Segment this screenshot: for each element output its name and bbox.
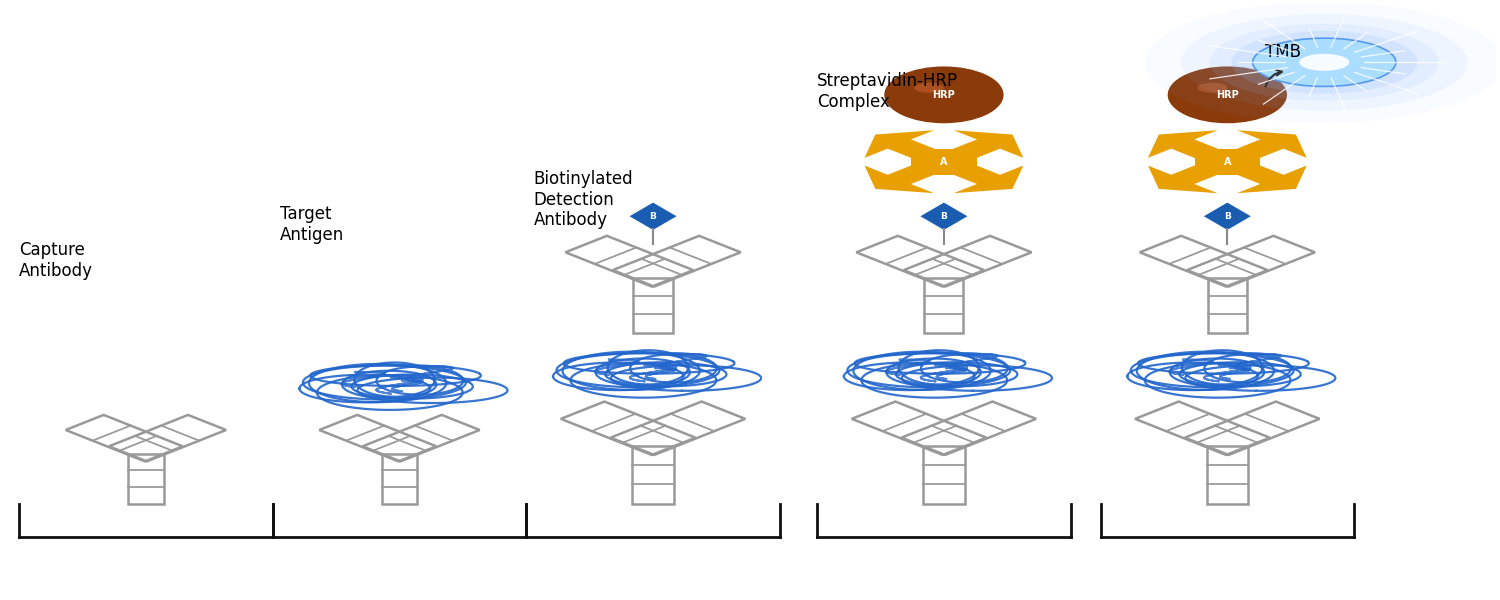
Bar bbox=[1206, 446, 1248, 504]
Ellipse shape bbox=[1167, 67, 1287, 123]
Polygon shape bbox=[885, 138, 956, 166]
Text: Biotinylated
Detection
Antibody: Biotinylated Detection Antibody bbox=[534, 170, 633, 229]
Ellipse shape bbox=[1209, 23, 1438, 101]
Polygon shape bbox=[933, 138, 1004, 166]
Bar bbox=[381, 454, 417, 504]
Ellipse shape bbox=[1180, 14, 1467, 110]
Text: B: B bbox=[650, 212, 657, 221]
Polygon shape bbox=[1203, 202, 1252, 230]
Polygon shape bbox=[954, 130, 1023, 158]
Polygon shape bbox=[864, 166, 934, 193]
Bar bbox=[633, 278, 672, 333]
Polygon shape bbox=[864, 130, 934, 158]
Polygon shape bbox=[1148, 166, 1218, 193]
Text: Streptavidin-HRP
Complex: Streptavidin-HRP Complex bbox=[818, 72, 959, 111]
Bar bbox=[924, 278, 963, 333]
Bar bbox=[924, 446, 964, 504]
Ellipse shape bbox=[1299, 54, 1350, 71]
Ellipse shape bbox=[884, 67, 1004, 123]
Polygon shape bbox=[920, 202, 969, 230]
Polygon shape bbox=[628, 202, 678, 230]
Ellipse shape bbox=[1197, 83, 1227, 93]
Ellipse shape bbox=[1252, 38, 1396, 86]
Text: A: A bbox=[940, 157, 948, 167]
Ellipse shape bbox=[1232, 31, 1418, 94]
Text: HRP: HRP bbox=[933, 90, 956, 100]
Text: B: B bbox=[940, 212, 948, 221]
Ellipse shape bbox=[1146, 2, 1500, 122]
Polygon shape bbox=[933, 157, 1004, 185]
Polygon shape bbox=[954, 166, 1023, 193]
Polygon shape bbox=[1167, 157, 1239, 185]
Text: Capture
Antibody: Capture Antibody bbox=[20, 241, 93, 280]
Ellipse shape bbox=[1185, 75, 1269, 115]
Text: A: A bbox=[1224, 157, 1232, 167]
Polygon shape bbox=[1215, 157, 1287, 185]
FancyBboxPatch shape bbox=[1194, 149, 1260, 175]
Bar bbox=[128, 454, 164, 504]
Text: Target
Antigen: Target Antigen bbox=[280, 205, 345, 244]
Polygon shape bbox=[1238, 130, 1306, 158]
Text: B: B bbox=[1224, 212, 1232, 221]
Ellipse shape bbox=[914, 83, 944, 93]
Polygon shape bbox=[1167, 138, 1239, 166]
Polygon shape bbox=[1215, 138, 1287, 166]
Ellipse shape bbox=[902, 75, 986, 115]
Polygon shape bbox=[1148, 130, 1218, 158]
Text: TMB: TMB bbox=[1264, 43, 1300, 61]
Polygon shape bbox=[1238, 166, 1306, 193]
Bar bbox=[1208, 278, 1246, 333]
Polygon shape bbox=[885, 157, 956, 185]
FancyBboxPatch shape bbox=[910, 149, 976, 175]
Text: HRP: HRP bbox=[1216, 90, 1239, 100]
Bar bbox=[633, 446, 674, 504]
